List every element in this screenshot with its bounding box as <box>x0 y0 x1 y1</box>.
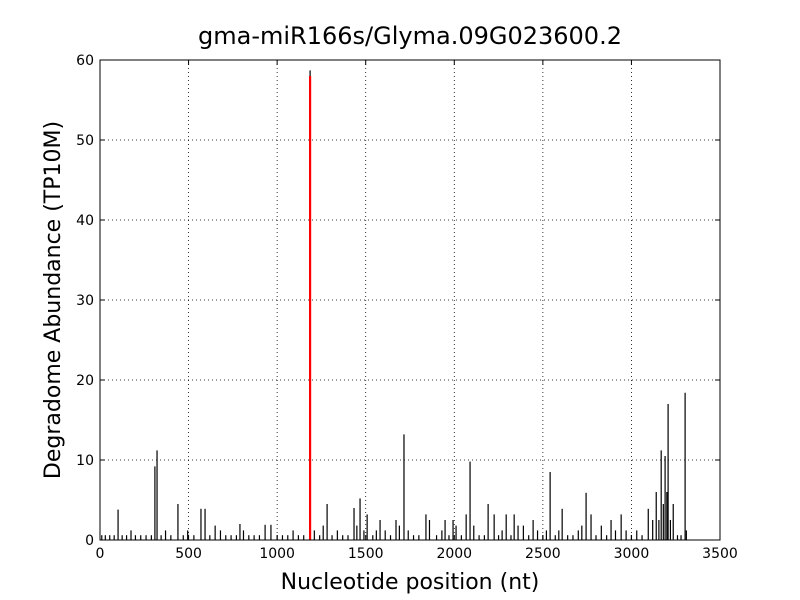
x-tick-label: 3500 <box>702 546 738 562</box>
x-tick-label: 2000 <box>436 546 472 562</box>
y-tick-label: 30 <box>76 293 94 309</box>
x-tick-label: 3000 <box>614 546 650 562</box>
y-tick-label: 40 <box>76 213 94 229</box>
x-tick-label: 1000 <box>259 546 295 562</box>
y-tick-label: 60 <box>76 53 94 69</box>
x-tick-label: 0 <box>96 546 105 562</box>
chart-title: gma-miR166s/Glyma.09G023600.2 <box>198 22 622 50</box>
plot-frame <box>99 59 721 541</box>
y-tick-label: 10 <box>76 453 94 469</box>
y-tick-label: 20 <box>76 373 94 389</box>
y-tick-label: 0 <box>85 533 94 549</box>
x-tick-label: 2500 <box>525 546 561 562</box>
x-axis-label: Nucleotide position (nt) <box>281 570 540 595</box>
x-tick-label: 500 <box>175 546 202 562</box>
y-tick-label: 50 <box>76 133 94 149</box>
x-tick-label: 1500 <box>348 546 384 562</box>
y-axis-label: Degradome Abundance (TP10M) <box>41 121 66 479</box>
